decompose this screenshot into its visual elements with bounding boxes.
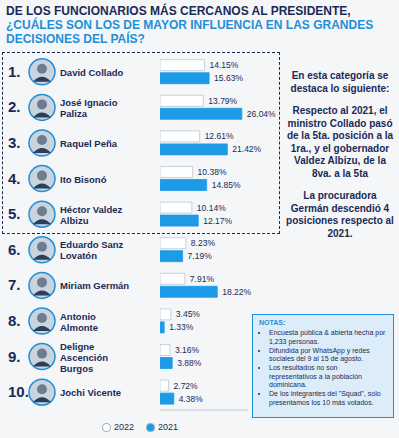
svg-text:Albizu: Albizu (60, 215, 89, 226)
svg-text:5.: 5. (8, 205, 21, 222)
svg-text:10.: 10. (8, 383, 29, 400)
svg-text:6.: 6. (8, 241, 21, 258)
svg-text:10.14%: 10.14% (197, 203, 226, 213)
html-text:De los integrantes del "Squad": De los integrantes del "Squad", solo pre… (269, 390, 381, 406)
svg-text:4.: 4. (8, 170, 21, 187)
svg-text:7.19%: 7.19% (188, 251, 213, 261)
html-text:En esta categoría se destaca l: En esta categoría se destaca lo siguient… (290, 70, 390, 94)
svg-text:18.22%: 18.22% (222, 287, 251, 297)
svg-text:7.: 7. (8, 276, 21, 293)
html-text:¿CUÁLES SON LOS DE MAYOR INFLU: ¿CUÁLES SON LOS DE MAYOR INFLUENCIA EN L… (6, 18, 374, 46)
svg-text:4.38%: 4.38% (179, 394, 204, 404)
svg-text:13.79%: 13.79% (208, 96, 237, 106)
svg-text:3.: 3. (8, 134, 21, 151)
svg-text:David Collado: David Collado (60, 67, 124, 78)
svg-text:21.42%: 21.42% (232, 144, 261, 154)
html-text:Encuesta pública & abierta hec: Encuesta pública & abierta hecha por 1,2… (269, 329, 386, 345)
svg-text:Almonte: Almonte (60, 322, 98, 333)
svg-text:Héctor Valdez: Héctor Valdez (60, 204, 123, 215)
svg-text:10.38%: 10.38% (198, 167, 227, 177)
svg-text:8.23%: 8.23% (191, 238, 216, 248)
svg-text:3.16%: 3.16% (175, 345, 200, 355)
svg-text:3.88%: 3.88% (177, 358, 202, 368)
svg-text:Burgos: Burgos (60, 363, 93, 374)
svg-text:Jochi Vicente: Jochi Vicente (60, 387, 121, 398)
svg-text:Antonio: Antonio (60, 311, 96, 322)
svg-text:Raquel Peña: Raquel Peña (60, 138, 118, 149)
svg-text:Lovatón: Lovatón (60, 250, 97, 261)
svg-text:14.15%: 14.15% (209, 60, 238, 70)
svg-text:Miriam Germán: Miriam Germán (60, 280, 129, 291)
svg-text:Ito Bisonó: Ito Bisonó (60, 174, 107, 185)
html-text:DE LOS FUNCIONARIOS MÁS CERCAN: DE LOS FUNCIONARIOS MÁS CERCANOS AL PRES… (6, 4, 351, 18)
html-text:2021: 2021 (158, 422, 178, 432)
svg-text:8.: 8. (8, 312, 21, 329)
svg-text:26.04%: 26.04% (247, 109, 276, 119)
svg-text:1.: 1. (8, 63, 21, 80)
svg-text:Eduardo Sanz: Eduardo Sanz (60, 239, 124, 250)
svg-text:Ascención: Ascención (60, 352, 108, 363)
svg-text:José Ignacio: José Ignacio (60, 97, 118, 108)
html-text:2022: 2022 (114, 422, 134, 432)
svg-text:Deligne: Deligne (60, 341, 94, 352)
html-text:Difundida por WhatsApp y redes: Difundida por WhatsApp y redes sociales … (269, 346, 370, 363)
svg-text:9.: 9. (8, 348, 21, 365)
html-text:Respecto al 2021, el ministro: Respecto al 2021, el ministro Collado pa… (286, 105, 394, 179)
svg-text:12.17%: 12.17% (203, 216, 232, 226)
svg-text:1.33%: 1.33% (169, 322, 194, 332)
svg-text:Paliza: Paliza (60, 108, 88, 119)
html-text:NOTAS:: NOTAS: (259, 319, 286, 326)
svg-text:2.72%: 2.72% (174, 381, 199, 391)
svg-text:7.91%: 7.91% (190, 274, 215, 284)
html-text:La procuradora Germán descendi: La procuradora Germán descendió 4 posici… (286, 190, 394, 239)
svg-text:2.: 2. (8, 98, 21, 115)
svg-text:12.61%: 12.61% (205, 131, 234, 141)
svg-text:3.45%: 3.45% (176, 309, 201, 319)
svg-text:14.85%: 14.85% (212, 180, 241, 190)
svg-text:15.63%: 15.63% (214, 73, 243, 83)
html-text:Los resultados no son represen: Los resultados no son representativos a … (269, 364, 362, 389)
